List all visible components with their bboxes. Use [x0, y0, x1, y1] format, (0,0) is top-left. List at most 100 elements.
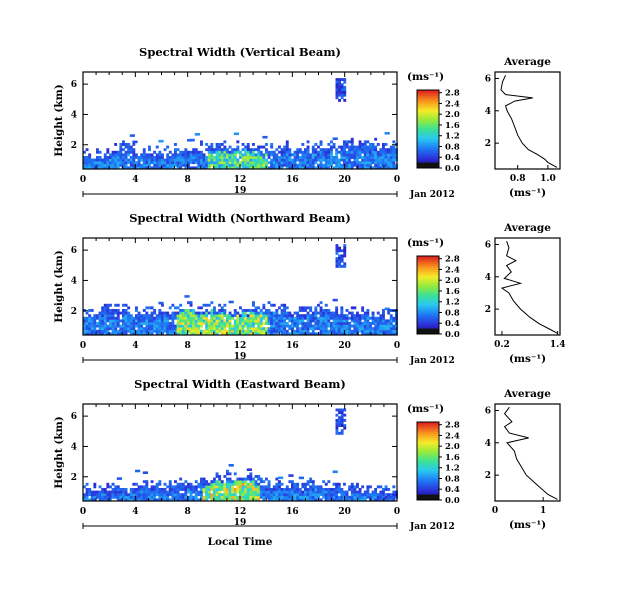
heatmap-cell [114, 488, 118, 491]
heatmap-cell [124, 166, 128, 170]
heatmap-cell [278, 482, 281, 486]
heatmap-cell [213, 166, 216, 170]
heatmap-cell [324, 156, 328, 159]
heatmap-cell [161, 319, 164, 323]
heatmap-cell [363, 163, 367, 167]
heatmap-cell [283, 498, 287, 502]
panel-0: Spectral Width (Vertical Beam)0 4 8 12 16 20 0… [53, 45, 561, 200]
heatmap-cell [145, 163, 149, 167]
heatmap-cell [83, 329, 86, 333]
heatmap-cell [231, 153, 235, 157]
heatmap-cell [116, 309, 120, 312]
heatmap-cell [98, 166, 102, 170]
heatmap-cell [252, 148, 255, 152]
heatmap-cell [249, 332, 253, 336]
heatmap-cell [382, 150, 385, 154]
heatmap-cell [215, 163, 219, 167]
heatmap-cell [314, 493, 318, 497]
heatmap-cell [236, 163, 240, 167]
heatmap-cell [116, 493, 120, 497]
heatmap-cell [314, 332, 318, 336]
heatmap-cell [218, 324, 222, 328]
heatmap-cell [155, 329, 159, 333]
heatmap-cell [161, 156, 164, 159]
heatmap-cell [340, 148, 344, 152]
heatmap-cell [322, 153, 326, 157]
heatmap-cell [327, 498, 331, 502]
heatmap-cell [241, 316, 245, 320]
heatmap-cell [285, 324, 289, 328]
heatmap-cell [366, 490, 370, 494]
heatmap-cell [145, 306, 149, 310]
heatmap-cell [374, 156, 378, 159]
heatmap-cell [389, 316, 393, 320]
x-tick-label: 12 [234, 507, 247, 517]
heatmap-cell [122, 311, 125, 315]
heatmap-cell [332, 156, 336, 159]
heatmap-cell [197, 332, 201, 336]
heatmap-cell [207, 319, 211, 323]
heatmap-cell [257, 332, 261, 336]
heatmap-cell [101, 309, 105, 312]
heatmap-cell [288, 319, 292, 323]
heatmap-cell [231, 324, 235, 328]
heatmap-cell [384, 495, 388, 499]
heatmap-cell [174, 148, 177, 152]
heatmap-cell [137, 498, 141, 502]
heatmap-cell [236, 150, 240, 154]
heatmap-cell [106, 306, 110, 310]
heatmap-cell [192, 166, 196, 170]
heatmap-cell [210, 485, 214, 489]
heatmap-cell [114, 322, 118, 325]
heatmap-cell [205, 498, 209, 502]
heatmap-cell [291, 490, 294, 494]
heatmap-cell [278, 327, 281, 331]
heatmap-cell [384, 322, 388, 325]
heatmap-cell [296, 482, 300, 486]
heatmap-cell [324, 322, 328, 325]
heatmap-cell [228, 482, 232, 486]
heatmap-cell [296, 495, 300, 499]
heatmap-cell [101, 327, 105, 331]
heatmap-cell [205, 327, 209, 331]
heatmap-cell [338, 264, 341, 268]
heatmap-cell [262, 332, 266, 336]
heatmap-cell [387, 493, 391, 497]
heatmap-cell [374, 153, 378, 157]
heatmap-cell [103, 488, 107, 491]
heatmap-cell [343, 150, 346, 154]
heatmap-cell [254, 488, 258, 491]
heatmap-cell [387, 163, 391, 167]
heatmap-cell [111, 490, 115, 494]
heatmap-cell [150, 495, 154, 499]
heatmap-cell [155, 163, 159, 167]
heatmap-cell [376, 163, 380, 167]
heatmap-cell [111, 158, 115, 162]
heatmap-cell [376, 316, 380, 320]
heatmap-cell [124, 143, 128, 146]
heatmap-cell [293, 316, 297, 320]
heatmap-cell [278, 161, 281, 165]
heatmap-cell [137, 161, 141, 165]
heatmap-cell [207, 145, 211, 149]
heatmap-cell [116, 485, 120, 489]
heatmap-cell [246, 482, 250, 486]
heatmap-cell [324, 161, 328, 165]
heatmap-cell [306, 306, 310, 310]
heatmap-cell [197, 493, 201, 497]
heatmap-cell [350, 166, 354, 170]
colorbar-segment [417, 431, 439, 435]
heatmap-cell [163, 327, 167, 331]
heatmap-cell [176, 482, 180, 486]
heatmap-cell [254, 311, 258, 315]
heatmap-cell [314, 306, 318, 310]
heatmap-cell [332, 166, 336, 170]
heatmap-cell [200, 314, 203, 318]
heatmap-cell [343, 98, 347, 102]
heatmap-cell [220, 161, 224, 165]
heatmap-cell [330, 140, 333, 144]
heatmap-cell [384, 329, 388, 333]
x-tick-label: 4 [132, 341, 138, 351]
heatmap-cell [231, 490, 235, 494]
heatmap-cell [228, 163, 232, 167]
